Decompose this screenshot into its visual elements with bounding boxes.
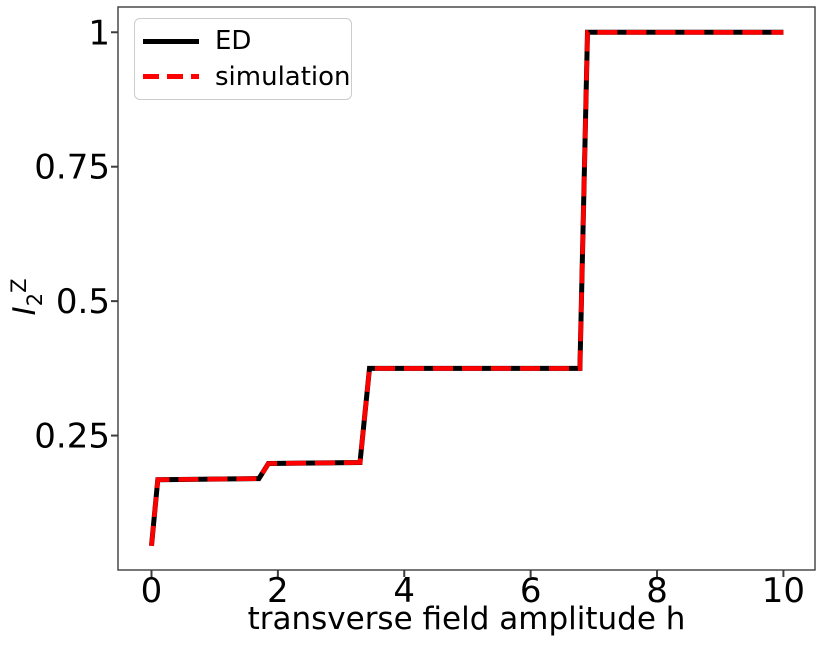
legend: ED simulation — [134, 18, 352, 100]
y-axis-label-subscript: 2 — [23, 292, 47, 307]
x-tick-label: 4 — [393, 571, 415, 611]
x-tick-label: 2 — [267, 571, 289, 611]
y-axis-label-base: I — [7, 306, 43, 316]
x-tick-label: 10 — [762, 571, 805, 611]
legend-line-sample-simulation — [143, 74, 199, 80]
legend-line-sample-ed — [143, 38, 199, 44]
y-tick-label: 0.25 — [34, 417, 110, 457]
legend-label-simulation: simulation — [215, 61, 351, 92]
x-tick-label: 8 — [646, 571, 668, 611]
x-tick-label: 6 — [520, 571, 542, 611]
y-tick-label: 0.5 — [56, 282, 110, 322]
y-tick-label: 1 — [88, 13, 110, 53]
y-axis-label-superscript: Z — [7, 278, 31, 293]
y-tick-label: 0.75 — [34, 148, 110, 188]
x-axis-label: transverse field amplitude h — [247, 601, 686, 637]
series-line-ed — [149, 29, 784, 547]
y-axis-label: I2Z — [7, 279, 47, 316]
x-tick-label: 0 — [141, 571, 163, 611]
series-line-simulation — [149, 29, 784, 547]
legend-item-ed: ED — [143, 28, 351, 54]
legend-label-ed: ED — [215, 26, 252, 57]
plot-spines — [117, 6, 816, 571]
legend-item-simulation: simulation — [143, 64, 351, 90]
